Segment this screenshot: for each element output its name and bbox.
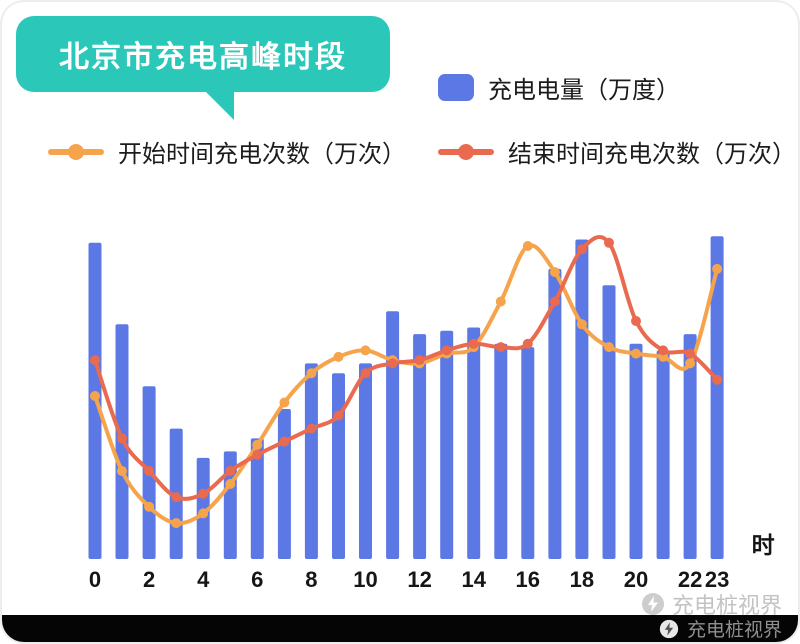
svg-text:14: 14 (461, 567, 486, 592)
legend-item-power: 充电电量（万度） (438, 70, 680, 105)
watermark-text-bottom: 充电桩视界 (686, 620, 782, 641)
svg-text:22: 22 (678, 567, 702, 592)
lightning-circle-icon (641, 592, 665, 616)
svg-text:0: 0 (89, 567, 101, 592)
bottom-bar: 充电桩视界 (2, 615, 798, 642)
svg-text:6: 6 (251, 567, 263, 592)
svg-text:20: 20 (624, 567, 648, 592)
svg-text:18: 18 (570, 567, 594, 592)
svg-text:8: 8 (305, 567, 317, 592)
x-axis-labels: 0 2 4 6 8 10 12 14 16 18 20 22 23 (89, 567, 729, 592)
bars-group (88, 236, 724, 560)
start-line-swatch-icon (48, 143, 104, 160)
svg-text:23: 23 (705, 567, 729, 592)
watermark-text: 充电桩视界 (671, 593, 782, 618)
legend-label-power: 充电电量（万度） (488, 77, 680, 104)
svg-text:2: 2 (143, 567, 155, 592)
end-line-swatch-icon (438, 143, 494, 160)
legend-label-end: 结束时间充电次数（万次） (508, 141, 796, 168)
watermark: 充电桩视界 (641, 588, 782, 620)
bar-swatch-icon (438, 74, 474, 101)
svg-text:4: 4 (197, 567, 210, 592)
page-title: 北京市充电高峰时段 (59, 41, 347, 74)
svg-text:16: 16 (516, 567, 540, 592)
svg-text:12: 12 (407, 567, 431, 592)
legend-item-end: 结束时间充电次数（万次） (438, 134, 796, 169)
start-line-group (90, 241, 723, 529)
svg-text:10: 10 (353, 567, 377, 592)
legend-item-start: 开始时间充电次数（万次） (48, 134, 406, 169)
lightning-circle-icon (659, 619, 679, 639)
end-line-group (90, 235, 723, 503)
badge-tail (204, 90, 234, 120)
title-badge: 北京市充电高峰时段 (16, 16, 390, 92)
x-axis-unit: 时 (752, 532, 775, 558)
legend-label-start: 开始时间充电次数（万次） (118, 141, 406, 168)
